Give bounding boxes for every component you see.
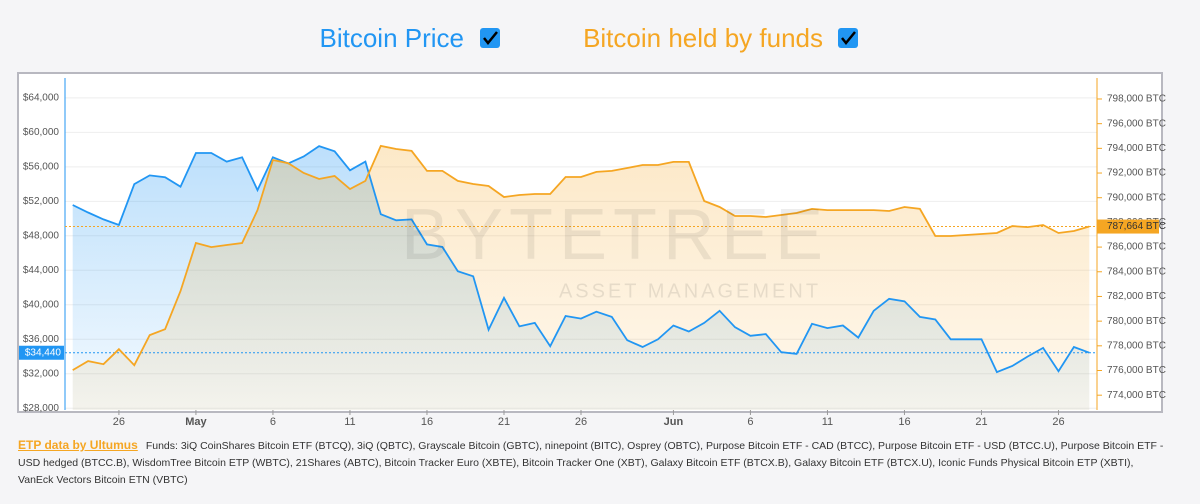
x-tick-label: 16 — [421, 416, 433, 428]
y-tick-label: $52,000 — [23, 196, 60, 207]
x-tick-label: Jun — [664, 416, 684, 428]
y2-tick-label: 780,000 BTC — [1107, 316, 1166, 327]
chart: Bitcoin Price Bitcoin held by funds $28,… — [17, 23, 1166, 428]
x-tick-label: 21 — [498, 416, 510, 428]
legend-checkbox[interactable] — [480, 28, 500, 48]
x-tick-label: 16 — [898, 416, 910, 428]
current-value-flag — [1097, 219, 1159, 234]
y-tick-label: $56,000 — [23, 161, 60, 172]
legend-checkbox[interactable] — [838, 28, 858, 48]
x-tick-label: 21 — [975, 416, 987, 428]
line — [72, 145, 1090, 374]
current-value-flag — [19, 345, 64, 360]
x-tick-label: 11 — [822, 416, 833, 428]
watermark: BYTETREE — [401, 195, 829, 275]
y-tick-label: $48,000 — [23, 230, 60, 241]
x-tick-label: 6 — [747, 416, 753, 428]
line — [72, 144, 1090, 371]
x-tick-label: 6 — [270, 416, 276, 428]
y2-tick-label: 778,000 BTC — [1107, 340, 1166, 351]
x-tick-label: 26 — [1052, 416, 1064, 428]
y2-tick-label: 786,000 BTC — [1107, 242, 1166, 253]
area — [72, 145, 1090, 410]
y2-tick-label: 790,000 BTC — [1107, 192, 1166, 203]
y2-tick-label: 798,000 BTC — [1107, 94, 1166, 105]
y2-tick-label: 784,000 BTC — [1107, 266, 1166, 277]
y2-tick-label: 782,000 BTC — [1107, 291, 1166, 302]
y-tick-label: $64,000 — [23, 92, 60, 103]
y2-tick-label: 774,000 BTC — [1107, 390, 1166, 401]
y2-tick-label: 792,000 BTC — [1107, 168, 1166, 179]
y-tick-label: $44,000 — [23, 265, 60, 276]
x-tick-label: 26 — [113, 416, 125, 428]
x-tick-label: May — [185, 416, 207, 428]
y2-tick-label: 796,000 BTC — [1107, 118, 1166, 129]
y-tick-label: $28,000 — [23, 403, 60, 414]
footer-link[interactable]: ETP data by Ultumus — [18, 438, 138, 452]
footer-text: Funds: 3iQ CoinShares Bitcoin ETF (BTCQ)… — [18, 440, 1164, 486]
y-tick-label: $60,000 — [23, 127, 60, 138]
footer: ETP data by Ultumus Funds: 3iQ CoinShares… — [18, 437, 1168, 489]
x-tick-label: 26 — [575, 416, 587, 428]
y2-tick-label: 776,000 BTC — [1107, 365, 1166, 376]
current-value-label: 787,664 BTC — [1107, 221, 1166, 232]
x-tick-label: 11 — [344, 416, 355, 428]
legend-label: Bitcoin held by funds — [583, 23, 823, 53]
legend-label: Bitcoin Price — [320, 23, 465, 53]
watermark: ASSET MANAGEMENT — [559, 280, 821, 302]
y-tick-label: $32,000 — [23, 368, 60, 379]
current-value-label: $34,440 — [25, 347, 62, 358]
y-tick-label: $40,000 — [23, 299, 60, 310]
y2-tick-label: 794,000 BTC — [1107, 143, 1166, 154]
y-tick-label: $36,000 — [23, 334, 60, 345]
